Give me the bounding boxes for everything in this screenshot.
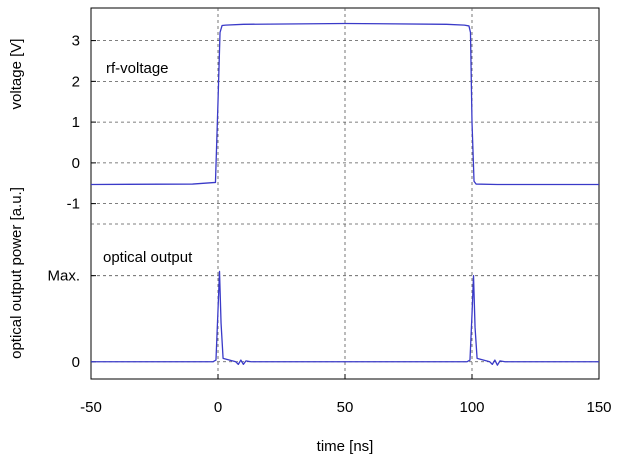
optical-panel-annotation: optical output <box>103 249 193 266</box>
x-tick-label: 0 <box>214 399 222 416</box>
voltage-y-tick-label: 1 <box>72 114 80 131</box>
x-tick-label: -50 <box>80 399 102 416</box>
optical-y-tick-label: 0 <box>72 354 80 371</box>
x-axis-label: time [ns] <box>317 438 374 455</box>
voltage-series-line <box>90 22 599 186</box>
voltage-y-tick-label: 2 <box>72 73 80 90</box>
optical-series-line <box>91 270 599 366</box>
series-layer <box>90 22 599 366</box>
axes-layer: -50 0 50 100 150 -1 0 1 2 3 0 Max. <box>47 33 611 416</box>
x-tick-label: 100 <box>459 399 484 416</box>
voltage-y-axis-label: voltage [V] <box>8 39 25 110</box>
voltage-y-tick-label: -1 <box>67 196 80 213</box>
voltage-y-tick-label: 0 <box>72 155 80 172</box>
optical-y-tick-label: Max. <box>47 268 80 285</box>
x-tick-label: 50 <box>337 399 354 416</box>
voltage-y-tick-label: 3 <box>72 33 80 50</box>
optical-y-axis-label: optical output power [a.u.] <box>8 187 25 359</box>
voltage-panel-annotation: rf-voltage <box>106 60 169 77</box>
label-layer: rf-voltage optical output time [ns] volt… <box>8 39 373 455</box>
x-tick-label: 150 <box>586 399 611 416</box>
